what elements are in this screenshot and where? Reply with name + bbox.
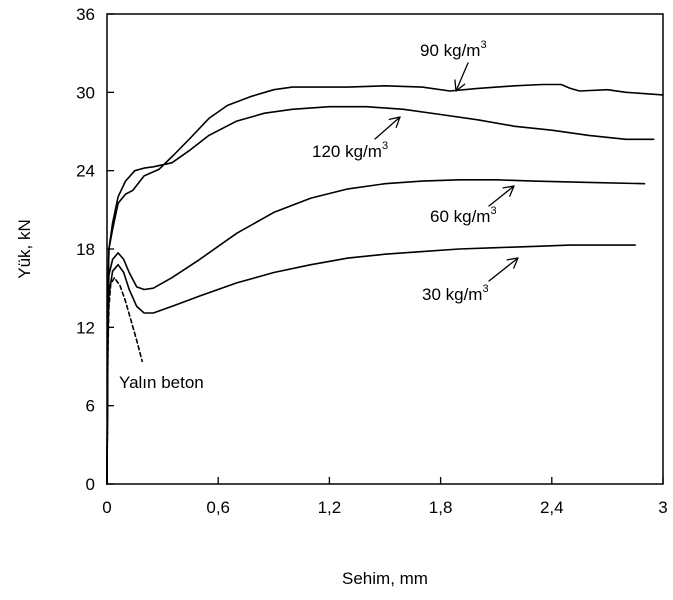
series-line-60-kg-m3 [106,179,646,485]
y-tick-label: 18 [76,240,95,259]
series-annotation: Yalın beton [119,373,204,392]
y-tick-label: 30 [76,83,95,102]
x-tick-label: 1,8 [429,498,453,517]
x-tick-label: 0,6 [206,498,230,517]
annotation-arrow [455,62,469,92]
x-tick-label: 0 [102,498,111,517]
plot-frame [106,13,664,485]
series-annotation: 90 kg/m3 [420,39,487,60]
y-tick-label: 0 [86,475,95,494]
series-group [106,83,664,485]
y-tick-label: 6 [86,397,95,416]
series-line-30-kg-m3 [106,244,637,485]
arrow-head [502,185,515,197]
series-annotation: 30 kg/m3 [422,283,489,304]
x-tick-label: 3 [658,498,667,517]
x-axis-title: Sehim, mm [342,569,428,588]
arrow-head [454,79,466,92]
annotation-arrow [488,185,515,207]
x-tick-label: 1,2 [318,498,342,517]
series-line-90-kg-m3 [106,83,664,485]
y-tick-label: 12 [76,318,95,337]
x-tick-label: 2,4 [540,498,564,517]
series-line-yal-n-beton [106,276,143,485]
annotation-arrow [488,257,519,282]
y-axis-title: Yük, kN [15,219,34,279]
chart-axes [106,13,664,485]
y-tick-label: 36 [76,5,95,24]
annotation-arrow [374,116,401,140]
annotation-group: 90 kg/m3 120 kg/m3 60 kg/m3 30 kg/m3 Yalın b… [119,39,519,392]
y-tick-label: 24 [76,162,95,181]
series-line-120-kg-m3 [106,105,655,485]
series-annotation: 60 kg/m3 [430,205,497,226]
arrow-head [388,116,401,128]
series-annotation: 120 kg/m3 [312,140,388,161]
arrow-head [506,257,519,269]
